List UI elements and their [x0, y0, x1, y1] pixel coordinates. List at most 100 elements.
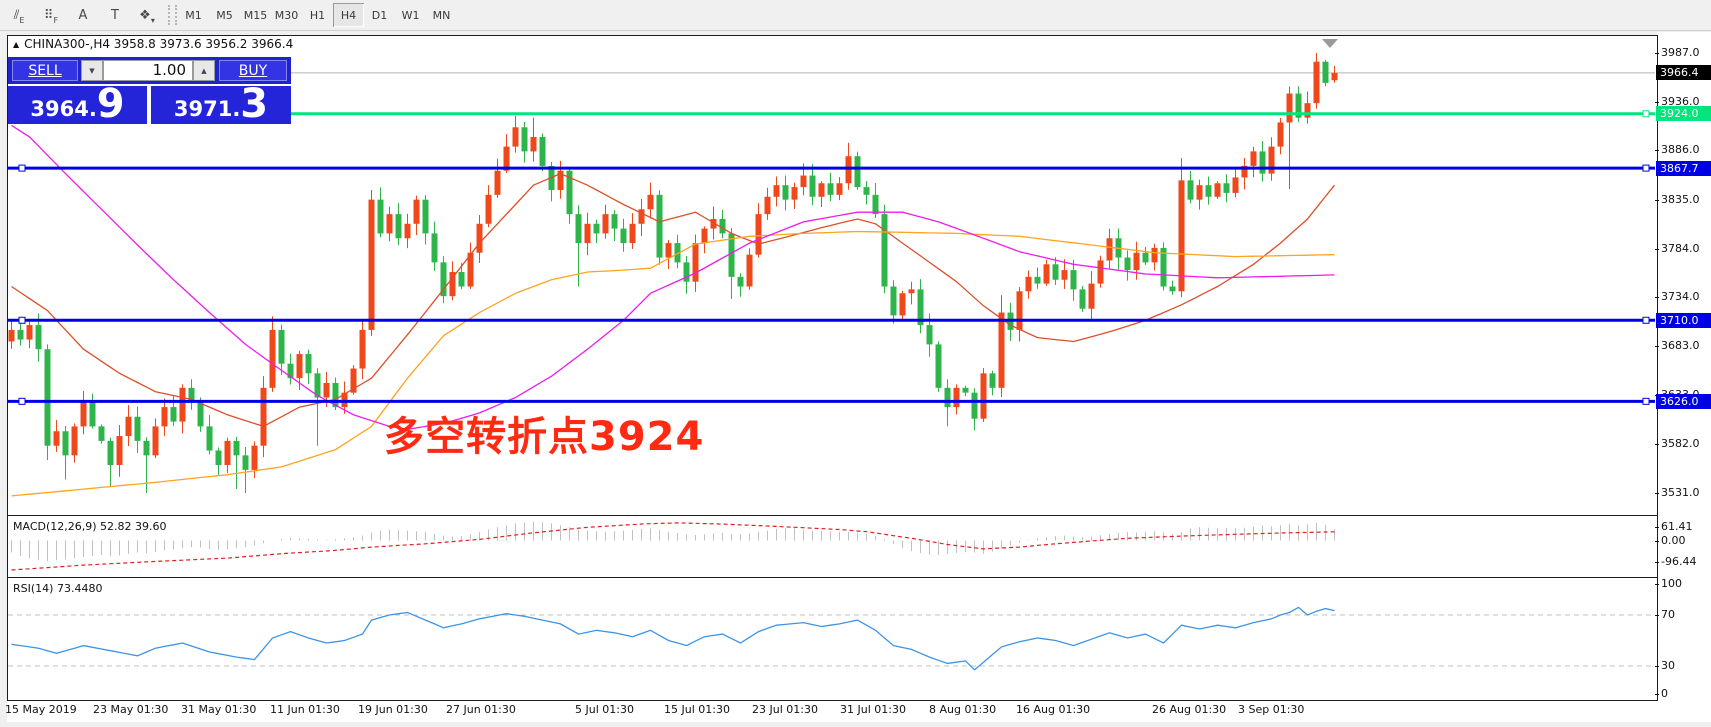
- trade-panel-top-row: SELL ▼ 1.00 ▲ BUY: [8, 57, 291, 84]
- axis-tick: [1655, 561, 1659, 563]
- sell-price-display[interactable]: 3964. 9: [8, 81, 147, 127]
- current-price-badge: 3966.4: [1656, 65, 1711, 81]
- chart-shift-triangle-icon[interactable]: [1322, 39, 1338, 48]
- text-icon: A: [78, 7, 88, 23]
- fibonacci-retracement-icon: ⠿F: [43, 7, 59, 25]
- timeframe-button-m15[interactable]: M15: [243, 8, 268, 22]
- rsi-axis-label: 30: [1661, 659, 1675, 672]
- timeframe-button-mn[interactable]: MN: [432, 8, 451, 22]
- equidistant-channel-icon: ⫽E: [13, 7, 25, 25]
- x-axis-label: 8 Aug 01:30: [929, 703, 997, 716]
- x-axis-label: 31 May 01:30: [181, 703, 257, 716]
- price-axis-background: [1657, 32, 1711, 722]
- price-axis-label: 3734.0: [1661, 290, 1700, 304]
- macd-pane[interactable]: [7, 515, 1658, 578]
- axis-tick: [1655, 248, 1659, 250]
- x-axis-label: 16 Aug 01:30: [1016, 703, 1091, 716]
- sell-price-main: 3964: [30, 97, 89, 121]
- timeframe-button-d1[interactable]: D1: [371, 8, 388, 22]
- macd-axis-label: -96.44: [1661, 554, 1697, 568]
- volume-increase-button[interactable]: ▲: [193, 60, 215, 81]
- text-label-icon[interactable]: T: [100, 3, 130, 27]
- sell-price-big-digit: 9: [96, 81, 125, 127]
- hline-price-badge: 3626.0: [1656, 393, 1711, 409]
- axis-tick: [1655, 297, 1659, 299]
- time-axis-background: [7, 700, 1711, 722]
- sell-button[interactable]: SELL: [12, 60, 78, 81]
- symbol-ohlc-text: CHINA300-,H4 3958.8 3973.6 3956.2 3966.4: [24, 37, 294, 51]
- macd-axis-label: 61.41: [1661, 519, 1693, 533]
- rsi-canvas: [8, 606, 1655, 671]
- hline-price-badge: 3710.0: [1656, 312, 1711, 328]
- axis-tick: [1655, 102, 1659, 104]
- timeframe-button-m5[interactable]: M5: [216, 8, 233, 22]
- price-chart-canvas: [8, 39, 1655, 497]
- volume-decrease-button[interactable]: ▼: [81, 60, 103, 81]
- hline-price-badge: 3924.0: [1656, 106, 1711, 122]
- buy-price-display[interactable]: 3971. 3: [151, 84, 291, 124]
- axis-tick: [1655, 615, 1659, 616]
- x-axis-label: 15 May 2019: [5, 703, 77, 716]
- text-label-icon: T: [111, 7, 119, 23]
- price-axis-label: 3784.0: [1661, 241, 1700, 255]
- axis-tick: [1655, 584, 1659, 585]
- axis-tick: [1655, 199, 1659, 201]
- chevron-down-icon: ▼: [89, 66, 95, 75]
- x-axis-label: 23 Jul 01:30: [752, 703, 818, 716]
- macd-label: MACD(12,26,9) 52.82 39.60: [13, 520, 167, 533]
- axis-tick: [1655, 526, 1659, 528]
- arrow-tools-icon[interactable]: ❖▾: [132, 3, 162, 27]
- price-axis-label: 3531.0: [1661, 485, 1700, 499]
- one-click-trading-panel: SELL ▼ 1.00 ▲ BUY 3964. 9 3971. 3: [8, 57, 291, 124]
- chevron-up-icon: ▲: [201, 66, 207, 75]
- axis-tick: [1655, 694, 1659, 695]
- axis-tick: [1655, 346, 1659, 348]
- timeframe-button-m1[interactable]: M1: [185, 8, 202, 22]
- price-axis-label: 3987.0: [1661, 46, 1700, 59]
- x-axis-label: 3 Sep 01:30: [1238, 703, 1305, 716]
- fibonacci-retracement-icon[interactable]: ⠿F: [36, 3, 66, 27]
- price-axis-label: 3683.0: [1661, 339, 1700, 353]
- collapse-triangle-icon[interactable]: ▲: [13, 40, 20, 49]
- buy-price-dot: .: [232, 97, 241, 121]
- buy-price-main: 3971: [173, 97, 233, 121]
- price-axis-label: 3835.0: [1661, 192, 1700, 206]
- axis-tick: [1655, 150, 1659, 152]
- rsi-axis-label: 0: [1661, 687, 1668, 700]
- x-axis-label: 11 Jun 01:30: [270, 703, 340, 716]
- x-axis-label: 26 Aug 01:30: [1152, 703, 1227, 716]
- x-axis-label: 31 Jul 01:30: [840, 703, 906, 716]
- x-axis-label: 27 Jun 01:30: [446, 703, 516, 716]
- sell-price-dot: .: [88, 97, 97, 121]
- rsi-pane[interactable]: [7, 577, 1658, 701]
- price-axis-label: 3936.0: [1661, 95, 1700, 109]
- buy-button[interactable]: BUY: [219, 60, 287, 81]
- rsi-axis-label: 100: [1661, 577, 1682, 590]
- price-chart-pane[interactable]: [7, 35, 1658, 516]
- axis-tick: [1655, 53, 1659, 54]
- toolbar-drag-handle[interactable]: [168, 5, 177, 25]
- x-axis-label: 15 Jul 01:30: [664, 703, 730, 716]
- axis-tick: [1655, 492, 1659, 494]
- axis-tick: [1655, 443, 1659, 445]
- x-axis-label: 23 May 01:30: [93, 703, 169, 716]
- macd-canvas: [11, 521, 1335, 571]
- volume-input[interactable]: 1.00: [103, 60, 193, 81]
- price-axis-label: 3886.0: [1661, 143, 1700, 157]
- timeframe-button-w1[interactable]: W1: [401, 8, 420, 22]
- toolbar: ⫽E ⠿F A T ❖▾ M1 M5 M15 M30 H1 H4 D1 W1 MN: [0, 0, 1711, 31]
- chart-annotation-text[interactable]: 多空转折点3924: [384, 414, 705, 460]
- hline-price-badge: 3867.7: [1656, 160, 1711, 176]
- timeframe-button-h1[interactable]: H1: [309, 8, 326, 22]
- axis-tick: [1655, 540, 1659, 542]
- equidistant-channel-icon[interactable]: ⫽E: [4, 3, 34, 27]
- rsi-axis-label: 70: [1661, 608, 1675, 621]
- price-axis-label: 3582.0: [1661, 436, 1700, 450]
- timeframe-button-m30[interactable]: M30: [274, 8, 299, 22]
- chart-window: ▲ CHINA300-,H4 3958.8 3973.6 3956.2 3966.…: [0, 32, 1711, 727]
- text-icon[interactable]: A: [68, 3, 98, 27]
- x-axis-label: 19 Jun 01:30: [358, 703, 428, 716]
- arrow-tools-icon: ❖▾: [139, 7, 155, 25]
- rsi-label: RSI(14) 73.4480: [13, 582, 103, 595]
- timeframe-button-h4[interactable]: H4: [333, 3, 364, 27]
